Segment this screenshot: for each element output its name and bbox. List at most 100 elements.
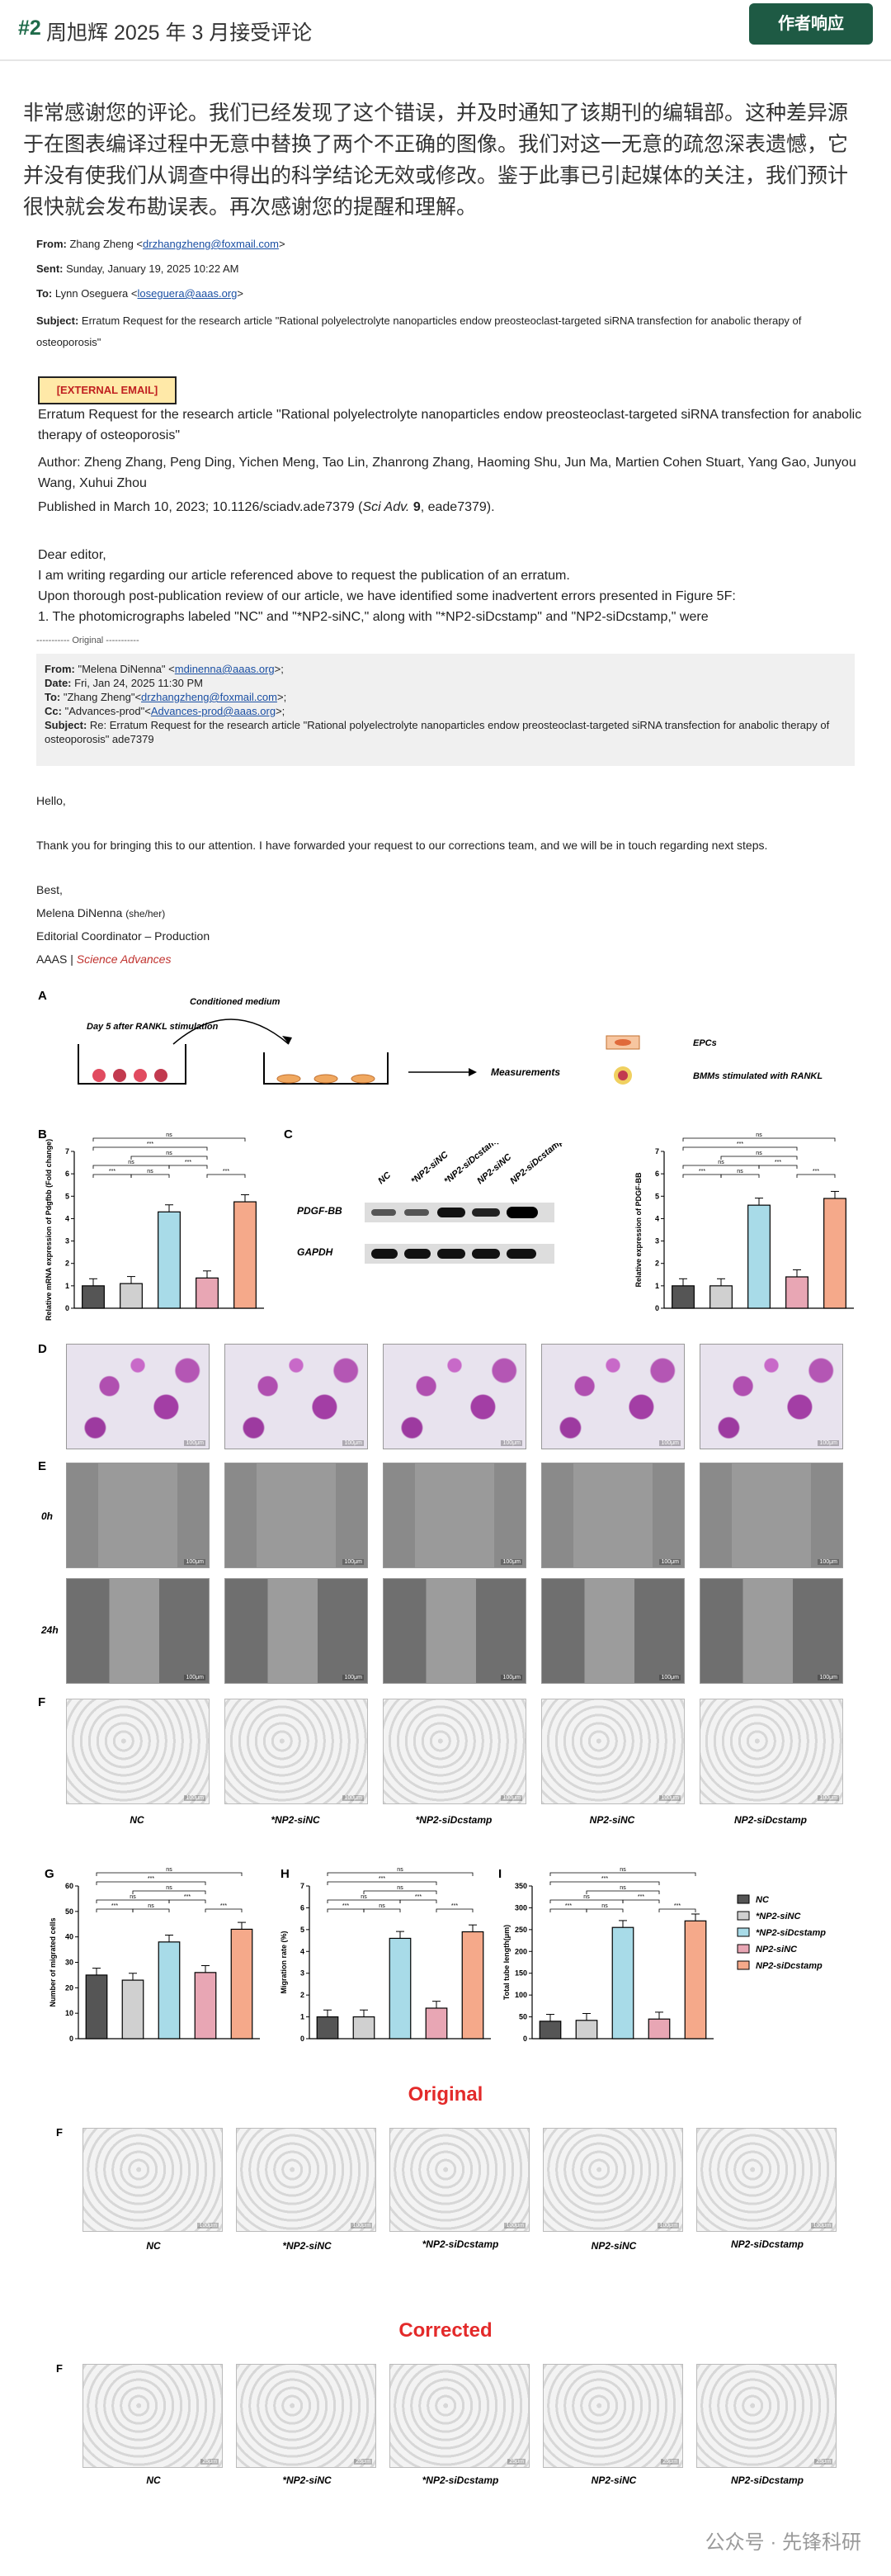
y-tick-label: 1 — [300, 2013, 304, 2021]
significance-label: ns — [583, 1894, 590, 1900]
significance-bracket — [327, 1899, 401, 1903]
bar — [352, 2016, 375, 2040]
scale-bar-label: 25μm — [661, 2459, 679, 2465]
significance-label: *** — [185, 1160, 191, 1165]
transfer-arrowhead — [282, 1036, 292, 1044]
y-axis-label: Relative mRNA expression of Pdgfbb (Fold… — [45, 1139, 53, 1321]
significance-label: ns — [756, 1151, 762, 1156]
scale-bar-label: 100μm — [342, 1440, 364, 1446]
y-tick-label: 7 — [300, 1882, 304, 1890]
corrected-tube-image: 25μm — [696, 2364, 837, 2468]
micrograph-d: 100μm — [541, 1344, 685, 1449]
scale-bar-label: 100μm — [184, 1795, 205, 1801]
significance-label: *** — [601, 1876, 608, 1882]
wb-band — [404, 1249, 431, 1259]
author-response-button[interactable]: 作者响应 — [749, 3, 873, 45]
scale-bar-label: 100μm — [184, 1440, 205, 1446]
significance-bracket — [796, 1174, 836, 1178]
author-response-text: 非常感谢您的评论。我们已经发现了这个错误，并及时通知了该期刊的编辑部。这种差异源… — [23, 102, 849, 219]
bmm-cell — [134, 1069, 147, 1082]
bar — [316, 2016, 339, 2040]
y-tick-label: 0 — [65, 1304, 69, 1312]
wb-band — [507, 1249, 536, 1259]
wb-band — [437, 1208, 465, 1217]
significance-bracket — [549, 1881, 660, 1885]
significance-label: *** — [342, 1903, 349, 1909]
schematic-day-label: Day 5 after RANKL stimulation — [87, 1022, 219, 1032]
legend-swatch — [737, 1960, 750, 1970]
bmm-legend-nucleus — [618, 1071, 628, 1080]
significance-label: ns — [379, 1903, 385, 1909]
email1-to: To: Lynn Oseguera <loseguera@aaas.org> — [36, 287, 243, 300]
scale-bar-label: 100μm — [818, 1559, 839, 1565]
tube-micrograph: 100μm — [700, 1699, 843, 1804]
significance-label: ns — [147, 1169, 153, 1175]
scale-bar-label: 100μm — [184, 1675, 205, 1680]
bar — [785, 1276, 808, 1309]
scale-bar-label: 100μm — [197, 2223, 219, 2229]
bar-chart-c: 0 1 2 3 4 5 6 7 Relative expression of PDGF-BB **… — [634, 1132, 854, 1312]
significance-label: *** — [451, 1903, 458, 1909]
significance-bracket — [327, 1872, 474, 1876]
original-caption: *NP2-siNC — [282, 2240, 332, 2252]
legend-swatch — [737, 1927, 750, 1937]
measure-arrowhead — [469, 1068, 477, 1076]
bar-chart-i: 0 50 100 150 200 250 300 350 Total tube length(μ… — [502, 1867, 714, 2043]
bar — [389, 1937, 412, 2040]
email2-thanks: Thank you for bringing this to our atten… — [36, 839, 768, 852]
y-tick-label: 4 — [300, 1947, 304, 1955]
email1-from: From: Zhang Zheng <drzhangzheng@foxmail.… — [36, 238, 285, 250]
email1-line3: 1. The photomicrographs labeled "NC" and… — [38, 610, 709, 624]
legend-swatch — [737, 1944, 750, 1954]
original-caption: NP2-siNC — [591, 2240, 637, 2252]
panel-letter-i: I — [498, 1867, 502, 1881]
epcs-legend-label: EPCs — [693, 1038, 717, 1048]
significance-bracket — [436, 1908, 474, 1912]
significance-label: ns — [397, 1867, 403, 1873]
significance-label: *** — [147, 1141, 153, 1147]
scale-bar-label: 100μm — [501, 1440, 522, 1446]
significance-bracket — [720, 1156, 798, 1160]
significance-label: *** — [223, 1169, 229, 1175]
email2-from: From: "Melena DiNenna" <mdinenna@aaas.or… — [45, 663, 284, 675]
bar — [575, 2020, 598, 2040]
bar — [233, 1201, 257, 1309]
wb-band — [404, 1209, 429, 1216]
corrected-tube-image: 25μm — [82, 2364, 223, 2468]
y-tick-label: 0 — [655, 1304, 659, 1312]
y-tick-label: 4 — [655, 1214, 659, 1222]
significance-bracket — [92, 1137, 246, 1141]
original-caption: NP2-siDcstamp — [730, 2238, 804, 2250]
legend-label: NP2-siNC — [756, 1945, 798, 1954]
bar — [158, 1211, 181, 1309]
email2-from-link[interactable]: mdinenna@aaas.org — [174, 663, 275, 675]
email1-from-link[interactable]: drzhangzheng@foxmail.com — [143, 238, 279, 250]
email2-to-link[interactable]: drzhangzheng@foxmail.com — [141, 691, 277, 703]
group-caption: *NP2-siDcstamp — [415, 1814, 493, 1826]
y-tick-label: 6 — [655, 1170, 659, 1178]
significance-label: *** — [674, 1903, 681, 1909]
scale-bar-label: 25μm — [200, 2459, 219, 2465]
original-label: Original — [408, 2083, 483, 2106]
schematic-conditioned-label: Conditioned medium — [190, 997, 280, 1007]
significance-label: *** — [638, 1894, 644, 1900]
scratch-24h: 100μm — [383, 1578, 526, 1684]
scale-bar-label: 100μm — [342, 1559, 364, 1565]
email2-to: To: "Zhang Zheng"<drzhangzheng@foxmail.c… — [45, 691, 287, 703]
micrograph-d: 100μm — [700, 1344, 843, 1449]
legend-label: NC — [756, 1895, 770, 1905]
y-tick-label: 0 — [523, 2035, 527, 2043]
scale-bar-label: 100μm — [501, 1795, 522, 1801]
significance-bracket — [682, 1146, 798, 1151]
email2-cc-link[interactable]: Advances-prod@aaas.org — [150, 705, 276, 717]
significance-bracket — [549, 1899, 624, 1903]
y-tick-label: 1 — [65, 1282, 69, 1290]
significance-label: ns — [148, 1903, 154, 1909]
bar — [425, 2007, 448, 2040]
bar — [823, 1198, 846, 1309]
y-tick-label: 5 — [655, 1192, 659, 1200]
significance-label: *** — [775, 1160, 781, 1165]
bmms-legend-label: BMMs stimulated with RANKL — [693, 1071, 823, 1081]
email2-cc: Cc: "Advances-prod"<Advances-prod@aaas.o… — [45, 705, 285, 717]
email1-to-link[interactable]: loseguera@aaas.org — [137, 287, 238, 300]
